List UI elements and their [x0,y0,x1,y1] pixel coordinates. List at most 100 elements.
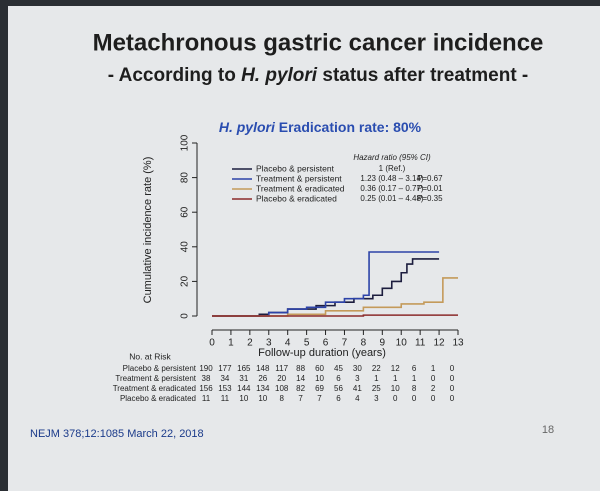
at-risk-count: 34 [220,374,229,383]
at-risk-count: 144 [237,384,251,393]
at-risk-count: 1 [412,374,417,383]
at-risk-row-label: Placebo & eradicated [120,394,196,403]
at-risk-count: 14 [296,374,305,383]
at-risk-count: 117 [275,364,288,373]
x-tick-label: 0 [209,338,215,349]
chart-title: H. pylori Eradication rate: 80% [219,119,422,135]
y-tick-label: 60 [180,206,191,218]
subtitle-part: H. pylori [241,65,318,86]
at-risk-title: No. at Risk [129,351,171,361]
hazard-ratio: 1 (Ref.) [379,164,406,173]
at-risk-count: 0 [450,374,455,383]
legend-label: Treatment & eradicated [256,183,345,193]
x-tick-label: 11 [415,338,426,349]
source-note: NEJM 378;12:1085 March 22, 2018 [30,428,204,440]
x-tick-label: 13 [452,338,464,349]
at-risk-count: 148 [256,364,270,373]
incidence-curve [212,277,458,317]
at-risk-count: 56 [334,384,343,393]
at-risk-count: 45 [334,364,343,373]
at-risk-count: 0 [412,394,417,403]
legend-label: Placebo & eradicated [256,193,337,203]
y-tick-label: 100 [180,134,191,151]
legend-label: Treatment & persistent [256,173,342,183]
at-risk-count: 6 [336,394,341,403]
at-risk-count: 31 [239,374,248,383]
p-value: P=0.67 [417,174,443,183]
p-value: P=0.01 [417,184,443,193]
at-risk-count: 41 [353,384,362,393]
at-risk-count: 88 [296,364,305,373]
x-axis-label: Follow-up duration (years) [258,347,386,359]
at-risk-count: 1 [374,374,379,383]
at-risk-count: 10 [391,384,400,393]
x-tick-label: 5 [304,338,310,349]
at-risk-count: 30 [353,364,362,373]
at-risk-count: 38 [202,374,211,383]
at-risk-count: 156 [199,384,213,393]
x-tick-label: 8 [361,338,367,349]
at-risk-count: 1 [393,374,398,383]
at-risk-count: 177 [218,364,232,373]
hazard-ratio-header: Hazard ratio (95% CI) [353,153,431,162]
at-risk-count: 82 [296,384,305,393]
at-risk-count: 25 [372,384,381,393]
at-risk-count: 22 [372,364,381,373]
at-risk-count: 10 [315,374,324,383]
at-risk-count: 153 [218,384,232,393]
hazard-ratio: 0.36 (0.17 – 0.77) [360,184,423,193]
chart-title-part: H. pylori [219,119,276,135]
hazard-ratio: 0.25 (0.01 – 4.48) [360,194,423,203]
at-risk-count: 0 [393,394,398,403]
at-risk-count: 108 [275,384,289,393]
y-tick-label: 80 [180,172,191,184]
x-tick-label: 4 [285,338,291,349]
at-risk-count: 26 [258,374,267,383]
at-risk-count: 0 [450,384,455,393]
at-risk-count: 10 [239,394,248,403]
slide-subtitle: - According to H. pylori status after tr… [108,65,529,86]
at-risk-row-label: Treatment & eradicated [113,384,196,393]
chart-title-part: Eradication rate: 80% [275,119,422,135]
incidence-curve [212,314,458,317]
subtitle-part: status after treatment - [317,65,528,86]
at-risk-count: 134 [256,384,270,393]
at-risk-count: 7 [317,394,322,403]
y-axis-label: Cumulative incidence rate (%) [142,157,154,304]
at-risk-count: 0 [431,394,436,403]
at-risk-row-label: Treatment & persistent [115,374,196,383]
subtitle-part: - According to [108,65,241,86]
y-tick-label: 20 [180,275,191,287]
slide-background [8,6,600,491]
at-risk-count: 10 [258,394,267,403]
at-risk-count: 190 [199,364,213,373]
at-risk-count: 11 [221,394,230,403]
x-tick-label: 1 [228,338,234,349]
at-risk-count: 0 [450,394,455,403]
y-tick-label: 0 [180,313,191,319]
x-tick-label: 9 [380,338,386,349]
at-risk-count: 4 [355,394,360,403]
at-risk-count: 8 [279,394,284,403]
at-risk-count: 11 [202,394,211,403]
at-risk-count: 1 [431,364,436,373]
page-number: 18 [542,424,554,436]
x-tick-label: 2 [247,338,253,349]
at-risk-count: 69 [315,384,324,393]
at-risk-count: 6 [412,364,417,373]
at-risk-count: 7 [298,394,303,403]
slide-title: Metachronous gastric cancer incidence [93,29,544,56]
at-risk-count: 6 [336,374,341,383]
x-tick-label: 10 [396,338,408,349]
at-risk-row-label: Placebo & persistent [123,364,197,373]
at-risk-count: 3 [355,374,360,383]
at-risk-count: 8 [412,384,417,393]
at-risk-count: 60 [315,364,324,373]
x-tick-label: 6 [323,338,329,349]
legend-label: Placebo & persistent [256,163,335,173]
incidence-curve [212,251,440,317]
p-value: P=0.35 [417,194,443,203]
at-risk-count: 3 [374,394,379,403]
